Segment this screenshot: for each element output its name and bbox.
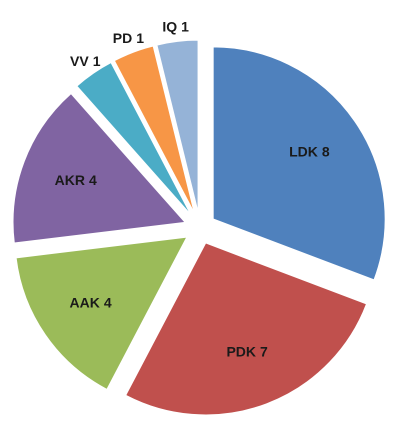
pie-slice bbox=[15, 236, 188, 391]
pie-slice bbox=[113, 45, 195, 214]
slice-value: 8 bbox=[322, 143, 330, 159]
slice-name: AKR bbox=[55, 172, 85, 188]
pie-slice bbox=[156, 39, 199, 213]
slice-label: AAK 4 bbox=[70, 294, 112, 310]
slice-label: VV 1 bbox=[70, 52, 101, 68]
pie-slice bbox=[212, 46, 386, 281]
slice-label: AKR 4 bbox=[55, 172, 97, 188]
slice-value: 7 bbox=[260, 343, 268, 359]
slice-value: 4 bbox=[104, 294, 112, 310]
slice-name: PD bbox=[113, 30, 132, 46]
pie-slice bbox=[76, 61, 192, 216]
slice-name: LDK bbox=[289, 143, 318, 159]
slice-value: 1 bbox=[136, 30, 144, 46]
slice-value: 4 bbox=[89, 172, 97, 188]
slice-value: 1 bbox=[93, 52, 101, 68]
slice-name: AAK bbox=[70, 294, 100, 310]
slice-label: LDK 8 bbox=[289, 143, 330, 159]
slice-label: PD 1 bbox=[113, 30, 144, 46]
slice-label: IQ 1 bbox=[162, 18, 189, 34]
slice-name: PDK bbox=[226, 343, 256, 359]
slice-label: PDK 7 bbox=[226, 343, 268, 359]
slice-name: VV bbox=[70, 52, 89, 68]
pie-slice bbox=[125, 242, 368, 416]
pie-slice bbox=[12, 92, 187, 244]
slice-value: 1 bbox=[181, 18, 189, 34]
slice-name: IQ bbox=[162, 18, 177, 34]
